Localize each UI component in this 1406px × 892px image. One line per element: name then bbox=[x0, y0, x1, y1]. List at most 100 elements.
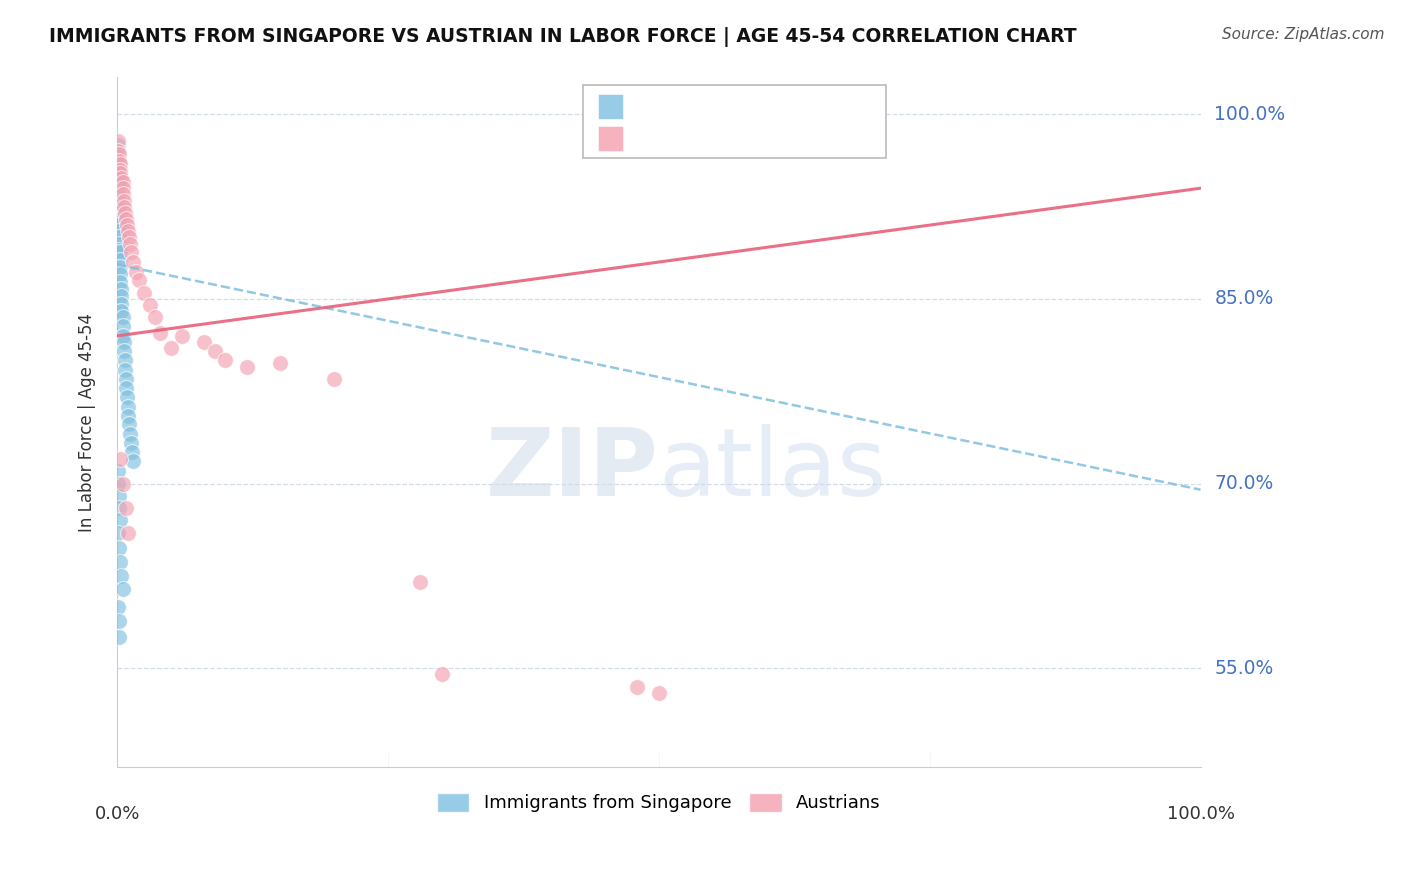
Point bbox=[107, 200, 129, 214]
Point bbox=[111, 310, 134, 325]
Point bbox=[111, 319, 134, 334]
Point bbox=[110, 297, 132, 311]
Point bbox=[143, 310, 166, 325]
Point bbox=[110, 513, 132, 527]
Point bbox=[110, 452, 132, 467]
Point bbox=[114, 501, 136, 516]
Point bbox=[108, 154, 131, 169]
Point bbox=[214, 353, 236, 368]
Point bbox=[193, 334, 215, 349]
Point bbox=[107, 145, 129, 159]
Text: atlas: atlas bbox=[659, 425, 887, 516]
Text: IMMIGRANTS FROM SINGAPORE VS AUSTRIAN IN LABOR FORCE | AGE 45-54 CORRELATION CHA: IMMIGRANTS FROM SINGAPORE VS AUSTRIAN IN… bbox=[49, 27, 1077, 46]
Point bbox=[118, 230, 141, 244]
Point bbox=[160, 341, 183, 355]
Point bbox=[110, 171, 132, 186]
Point bbox=[117, 409, 139, 423]
Point bbox=[409, 574, 432, 589]
Point bbox=[110, 245, 132, 260]
Point bbox=[110, 162, 132, 177]
Point bbox=[112, 194, 135, 208]
Text: 85.0%: 85.0% bbox=[1215, 289, 1274, 309]
Text: ZIP: ZIP bbox=[486, 425, 659, 516]
Point bbox=[111, 329, 134, 343]
Point bbox=[111, 582, 134, 597]
Point bbox=[108, 218, 131, 232]
Point bbox=[108, 501, 131, 516]
Point bbox=[108, 146, 131, 161]
Point bbox=[626, 680, 648, 694]
Point bbox=[112, 200, 135, 214]
Text: R = -0.023   N = 53: R = -0.023 N = 53 bbox=[631, 95, 823, 113]
Point bbox=[110, 555, 132, 569]
Point bbox=[128, 273, 150, 287]
Point bbox=[110, 252, 132, 267]
Point bbox=[107, 187, 129, 202]
Point bbox=[114, 372, 136, 386]
Point bbox=[120, 245, 142, 260]
Point bbox=[149, 326, 172, 341]
Point bbox=[112, 334, 135, 349]
Point bbox=[111, 187, 134, 202]
Text: 70.0%: 70.0% bbox=[1215, 474, 1274, 493]
Point bbox=[114, 363, 136, 377]
Point bbox=[269, 356, 291, 370]
Point bbox=[110, 156, 132, 170]
Point bbox=[430, 667, 453, 681]
Point bbox=[108, 489, 131, 503]
Point bbox=[122, 255, 145, 269]
Point bbox=[110, 260, 132, 274]
Point bbox=[204, 343, 226, 358]
Y-axis label: In Labor Force | Age 45-54: In Labor Force | Age 45-54 bbox=[79, 312, 96, 532]
Point bbox=[117, 401, 139, 415]
Point bbox=[107, 162, 129, 177]
Point bbox=[108, 541, 131, 555]
Point bbox=[108, 615, 131, 629]
Point bbox=[108, 631, 131, 645]
Point bbox=[120, 427, 142, 442]
Point bbox=[107, 150, 129, 164]
Legend: Immigrants from Singapore, Austrians: Immigrants from Singapore, Austrians bbox=[429, 786, 889, 820]
Point bbox=[107, 135, 129, 149]
Point bbox=[114, 211, 136, 226]
Point bbox=[108, 224, 131, 238]
Point bbox=[114, 206, 136, 220]
Point bbox=[110, 304, 132, 318]
Point bbox=[115, 391, 138, 405]
Point bbox=[120, 436, 142, 450]
Point bbox=[110, 275, 132, 289]
Point bbox=[108, 236, 131, 251]
Point bbox=[120, 236, 142, 251]
Text: Source: ZipAtlas.com: Source: ZipAtlas.com bbox=[1222, 27, 1385, 42]
Point bbox=[107, 138, 129, 153]
Point bbox=[172, 329, 194, 343]
Text: R =   0.129   N = 43: R = 0.129 N = 43 bbox=[631, 128, 828, 145]
Point bbox=[114, 380, 136, 394]
Point bbox=[110, 289, 132, 303]
Point bbox=[138, 298, 160, 312]
Point bbox=[108, 211, 131, 226]
Point bbox=[108, 230, 131, 244]
Point bbox=[110, 569, 132, 583]
Text: 100.0%: 100.0% bbox=[1215, 105, 1285, 124]
Point bbox=[108, 243, 131, 257]
Text: 0.0%: 0.0% bbox=[94, 805, 139, 823]
Point bbox=[110, 166, 132, 180]
Point bbox=[111, 181, 134, 195]
Point bbox=[110, 268, 132, 282]
Point bbox=[107, 525, 129, 540]
Point bbox=[108, 206, 131, 220]
Point bbox=[107, 476, 129, 491]
Point bbox=[117, 224, 139, 238]
Point bbox=[111, 175, 134, 189]
Point bbox=[111, 476, 134, 491]
Point bbox=[124, 265, 146, 279]
Point bbox=[121, 444, 143, 458]
Point bbox=[648, 686, 671, 700]
Point bbox=[236, 359, 259, 374]
Point bbox=[107, 599, 129, 614]
Point bbox=[122, 454, 145, 468]
Text: 55.0%: 55.0% bbox=[1215, 658, 1274, 678]
Point bbox=[110, 282, 132, 296]
Point bbox=[118, 417, 141, 432]
